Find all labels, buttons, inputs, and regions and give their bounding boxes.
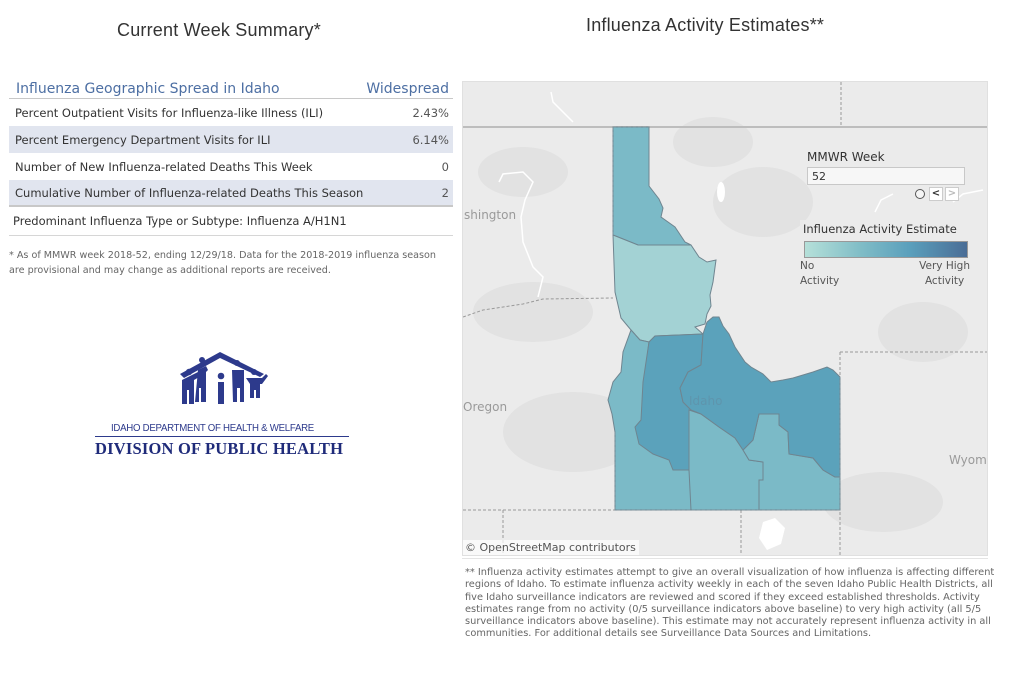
legend-color-ramp [804, 241, 968, 258]
table-row: Percent Outpatient Visits for Influenza-… [9, 99, 453, 126]
next-week-button[interactable]: > [945, 187, 959, 201]
slider-handle[interactable] [915, 189, 925, 199]
district-2 [612, 234, 717, 343]
mmwr-week-input[interactable]: 52 [807, 167, 965, 185]
summary-footnote: * As of MMWR week 2018-52, ending 12/29/… [9, 250, 436, 276]
mmwr-week-label: MMWR Week [807, 150, 885, 164]
legend-low-label: No Activity [800, 259, 839, 289]
influenza-activity-map[interactable]: shington Oregon Idaho Wyom MMWR Week 52 … [462, 81, 988, 556]
wyoming-label: Wyom [949, 453, 987, 467]
geographic-spread-row: Influenza Geographic Spread in Idaho Wid… [9, 79, 453, 99]
activity-legend: Influenza Activity Estimate No Activity … [800, 220, 970, 289]
row-value: 0 [441, 159, 449, 174]
summary-table: Influenza Geographic Spread in Idaho Wid… [9, 79, 453, 236]
legend-title: Influenza Activity Estimate [800, 220, 970, 238]
geographic-spread-value: Widespread [366, 81, 449, 97]
mmwr-week-slider-controls: < > [915, 187, 959, 201]
map-attribution[interactable]: © OpenStreetMap contributors [463, 540, 639, 555]
activity-note: ** Influenza activity estimates attempt … [465, 567, 995, 640]
legend-low-line2: Activity [800, 275, 840, 287]
logo-divider [95, 436, 349, 437]
legend-high-line2: Activity [924, 275, 965, 287]
row-value: 2.43% [412, 105, 449, 120]
division-name: DIVISION OF PUBLIC HEALTH [95, 439, 344, 458]
row-value: 6.14% [412, 132, 449, 147]
legend-high-label: Very High Activity [919, 259, 970, 289]
idaho-label: Idaho [689, 394, 723, 408]
idhw-logo: IDAHO DEPARTMENT OF HEALTH & WELFARE DIV… [94, 348, 350, 460]
house-family-icon [180, 352, 268, 404]
legend-high-line1: Very High [919, 260, 970, 272]
row-value: 2 [441, 185, 449, 200]
map-title: Influenza Activity Estimates** [586, 15, 825, 35]
oregon-label: Oregon [463, 400, 508, 414]
row-label: Cumulative Number of Influenza-related D… [15, 185, 364, 200]
table-row: Number of New Influenza-related Deaths T… [9, 153, 453, 180]
row-label: Percent Outpatient Visits for Influenza-… [15, 105, 324, 120]
geographic-spread-label: Influenza Geographic Spread in Idaho [16, 81, 280, 97]
legend-low-line1: No [800, 260, 815, 272]
chevron-right-icon: > [947, 188, 957, 199]
row-label: Number of New Influenza-related Deaths T… [15, 159, 313, 174]
mmwr-week-filter: MMWR Week 52 < > [807, 150, 967, 201]
summary-title: Current Week Summary* [117, 20, 321, 40]
previous-week-button[interactable]: < [929, 187, 943, 201]
table-row: Percent Emergency Department Visits for … [9, 126, 453, 153]
washington-label: shington [464, 208, 517, 222]
row-label: Percent Emergency Department Visits for … [15, 132, 271, 147]
chevron-left-icon: < [931, 188, 941, 199]
divider [462, 558, 988, 559]
map-canvas [463, 82, 987, 555]
department-name: IDAHO DEPARTMENT OF HEALTH & WELFARE [111, 422, 314, 434]
predominant-subtype: Predominant Influenza Type or Subtype: I… [9, 207, 453, 236]
table-row: Cumulative Number of Influenza-related D… [9, 180, 453, 207]
